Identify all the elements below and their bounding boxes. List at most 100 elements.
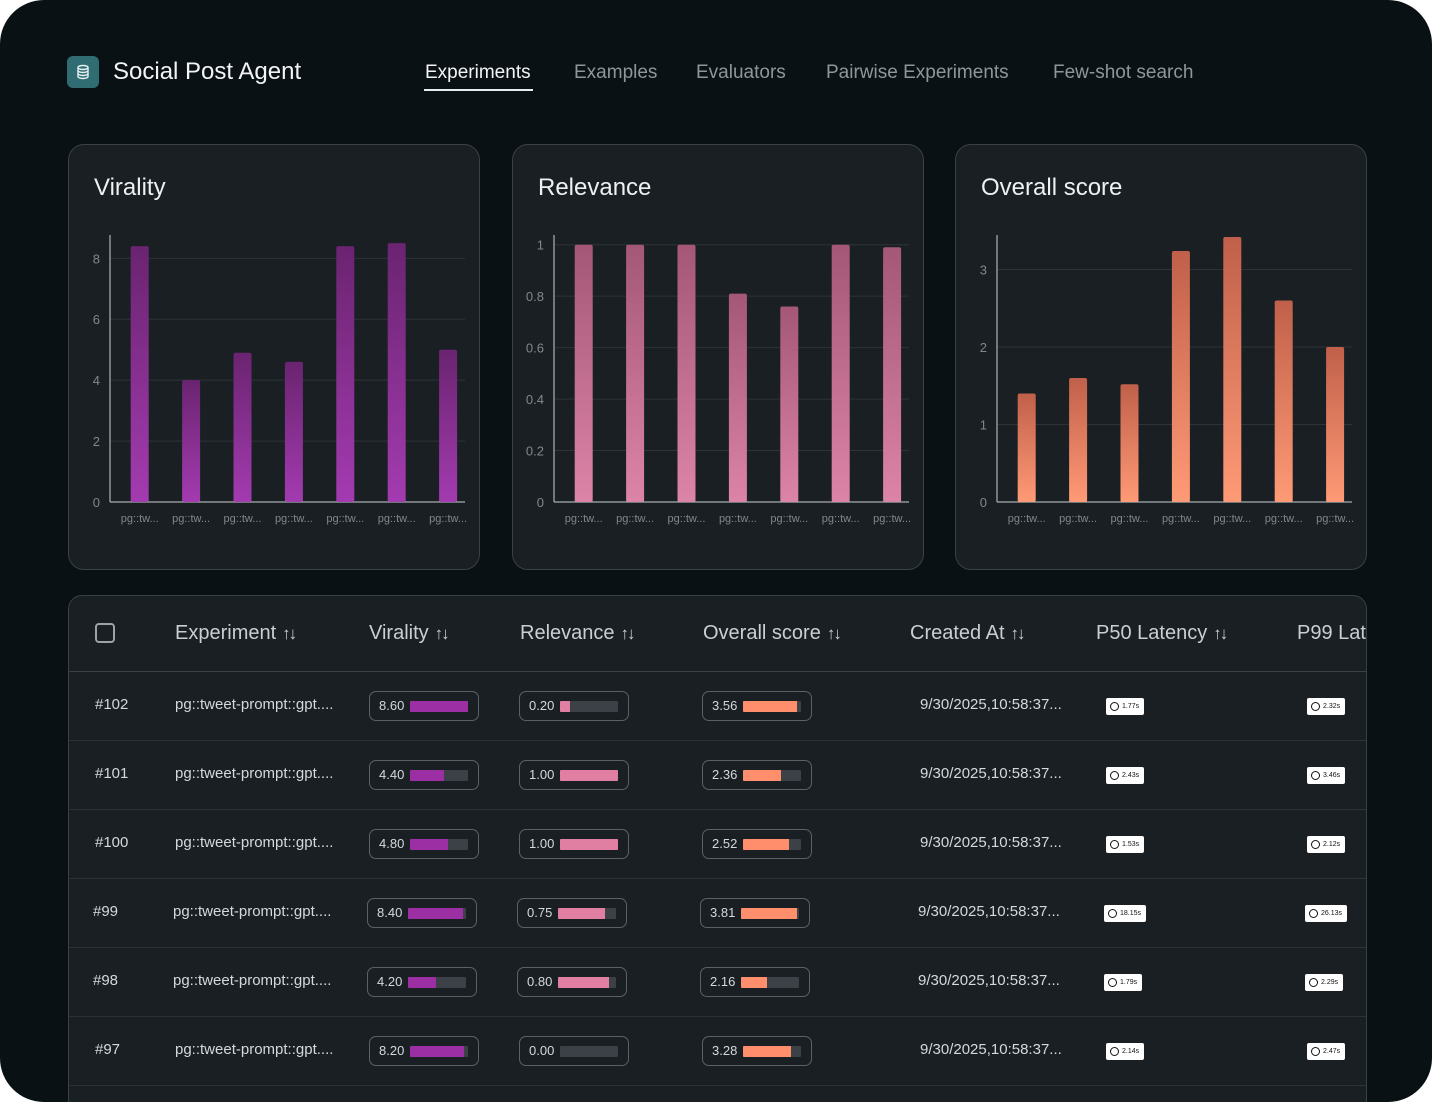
bar[interactable]	[831, 244, 850, 502]
database-icon	[77, 64, 89, 80]
select-all-checkbox[interactable]	[95, 623, 115, 643]
sort-icon[interactable]: ↑↓	[620, 624, 636, 643]
x-tick-label: pg::tw...	[873, 513, 911, 525]
p99-latency-badge: 2.47s	[1307, 1043, 1346, 1060]
score-bar	[408, 908, 464, 919]
score-value: 0.80	[527, 974, 553, 989]
table-row[interactable]: #99 pg::tweet-prompt::gpt.... 8.40 0.75 …	[69, 878, 1366, 948]
bar[interactable]	[1017, 393, 1036, 502]
sort-icon[interactable]: ↑↓	[282, 624, 297, 643]
score-bar	[410, 1046, 464, 1057]
x-tick-label: pg::tw...	[326, 513, 364, 525]
experiment-name[interactable]: pg::tweet-prompt::gpt....	[175, 1041, 334, 1058]
relevance-chart: 0 0.2 0.4 0.6 0.8 1pg::tw... pg::tw... pg::tw..…	[526, 235, 911, 525]
clock-icon	[1309, 978, 1318, 987]
overall-score-pill: 2.52	[702, 829, 812, 859]
column-header-p50-latency[interactable]: P50 Latency ↑↓	[1096, 618, 1228, 649]
x-tick-label: pg::tw...	[429, 513, 467, 525]
experiment-name[interactable]: pg::tweet-prompt::gpt....	[175, 834, 334, 851]
clock-icon	[1309, 909, 1318, 918]
overall-score-chart-card: Overall score 0 1 2 3 pg::tw... pg::tw... pg::…	[955, 144, 1367, 570]
sort-icon[interactable]: ↑↓	[1010, 624, 1026, 643]
score-track	[558, 977, 616, 988]
table-row[interactable]: #98 pg::tweet-prompt::gpt.... 4.20 0.80 …	[69, 947, 1366, 1017]
bar[interactable]	[780, 306, 799, 502]
clock-icon	[1311, 840, 1320, 849]
table-row[interactable]: #102 pg::tweet-prompt::gpt.... 8.60 0.20…	[69, 671, 1366, 741]
score-value: 4.20	[377, 974, 403, 989]
column-header-relevance[interactable]: Relevance ↑↓	[520, 618, 636, 649]
column-header-experiment[interactable]: Experiment ↑↓	[175, 618, 297, 649]
experiment-id: #101	[95, 765, 129, 782]
tab-evaluators[interactable]: Evaluators	[696, 62, 786, 83]
tab-experiments[interactable]: Experiments	[424, 58, 533, 91]
sort-icon[interactable]: ↑↓	[826, 624, 842, 643]
score-value: 4.80	[379, 836, 405, 851]
bar[interactable]	[1069, 378, 1088, 502]
latency-value: 1.53s	[1122, 841, 1140, 848]
relevance-score-pill: 0.00	[519, 1036, 629, 1066]
bar[interactable]	[130, 246, 149, 502]
tab-examples[interactable]: Examples	[574, 62, 658, 83]
experiment-name[interactable]: pg::tweet-prompt::gpt....	[173, 903, 332, 920]
experiment-id: #100	[95, 834, 129, 851]
overall-score-pill: 3.81	[700, 898, 810, 928]
bar[interactable]	[1326, 347, 1345, 502]
bar[interactable]	[1171, 250, 1190, 502]
bar[interactable]	[728, 293, 747, 502]
column-header-overall-score[interactable]: Overall score ↑↓	[703, 618, 842, 649]
experiment-name[interactable]: pg::tweet-prompt::gpt....	[175, 696, 334, 713]
bar[interactable]	[182, 380, 201, 502]
tab-few-shot-search[interactable]: Few-shot search	[1053, 62, 1194, 83]
bar[interactable]	[883, 247, 902, 502]
x-tick-label: pg::tw...	[172, 513, 210, 525]
column-header-created-at[interactable]: Created At ↑↓	[910, 618, 1026, 649]
latency-value: 1.79s	[1120, 979, 1138, 986]
sort-icon[interactable]: ↑↓	[1213, 624, 1228, 643]
column-label: Relevance	[520, 622, 615, 644]
bar[interactable]	[387, 243, 406, 502]
bar[interactable]	[574, 244, 593, 502]
x-tick-label: pg::tw...	[822, 513, 860, 525]
score-value: 3.81	[710, 905, 736, 920]
score-value: 2.16	[710, 974, 736, 989]
x-tick-label: pg::tw...	[1265, 513, 1303, 525]
score-track	[743, 1046, 801, 1057]
p50-latency-badge: 1.53s	[1106, 836, 1145, 853]
score-bar	[743, 701, 797, 712]
bar[interactable]	[336, 246, 355, 502]
table-row[interactable]: #97 pg::tweet-prompt::gpt.... 8.20 0.00 …	[69, 1016, 1366, 1086]
bar[interactable]	[1120, 384, 1139, 502]
y-tick-label: 8	[93, 251, 100, 266]
y-tick-label: 0	[537, 495, 544, 510]
score-bar	[410, 839, 448, 850]
bar[interactable]	[439, 349, 458, 502]
score-value: 3.28	[712, 1043, 738, 1058]
app-title: Social Post Agent	[113, 58, 302, 85]
y-tick-label: 6	[93, 312, 100, 327]
top-header: Social Post Agent Experiments Examples E…	[0, 0, 1432, 140]
bar[interactable]	[284, 361, 303, 502]
bar[interactable]	[626, 244, 645, 502]
x-tick-label: pg::tw...	[1008, 513, 1046, 525]
bar[interactable]	[233, 352, 252, 502]
experiment-name[interactable]: pg::tweet-prompt::gpt....	[175, 765, 334, 782]
y-tick-label: 0	[980, 495, 987, 510]
y-tick-label: 4	[93, 373, 100, 388]
relevance-score-pill: 0.20	[519, 691, 629, 721]
y-tick-label: 0.2	[526, 444, 544, 459]
bar[interactable]	[1274, 300, 1293, 502]
bar[interactable]	[677, 244, 696, 502]
table-row[interactable]: #101 pg::tweet-prompt::gpt.... 4.40 1.00…	[69, 740, 1366, 810]
sort-icon[interactable]: ↑↓	[434, 624, 450, 643]
bar[interactable]	[1223, 237, 1242, 502]
table-row[interactable]: #100 pg::tweet-prompt::gpt.... 4.80 1.00…	[69, 809, 1366, 879]
column-header-virality[interactable]: Virality ↑↓	[369, 618, 450, 649]
tab-pairwise-experiments[interactable]: Pairwise Experiments	[826, 62, 1009, 83]
column-header-p99-latency[interactable]: P99 Lat	[1297, 618, 1366, 648]
score-value: 8.20	[379, 1043, 405, 1058]
score-track	[743, 839, 801, 850]
experiment-name[interactable]: pg::tweet-prompt::gpt....	[173, 972, 332, 989]
p50-latency-badge: 18.15s	[1104, 905, 1147, 922]
